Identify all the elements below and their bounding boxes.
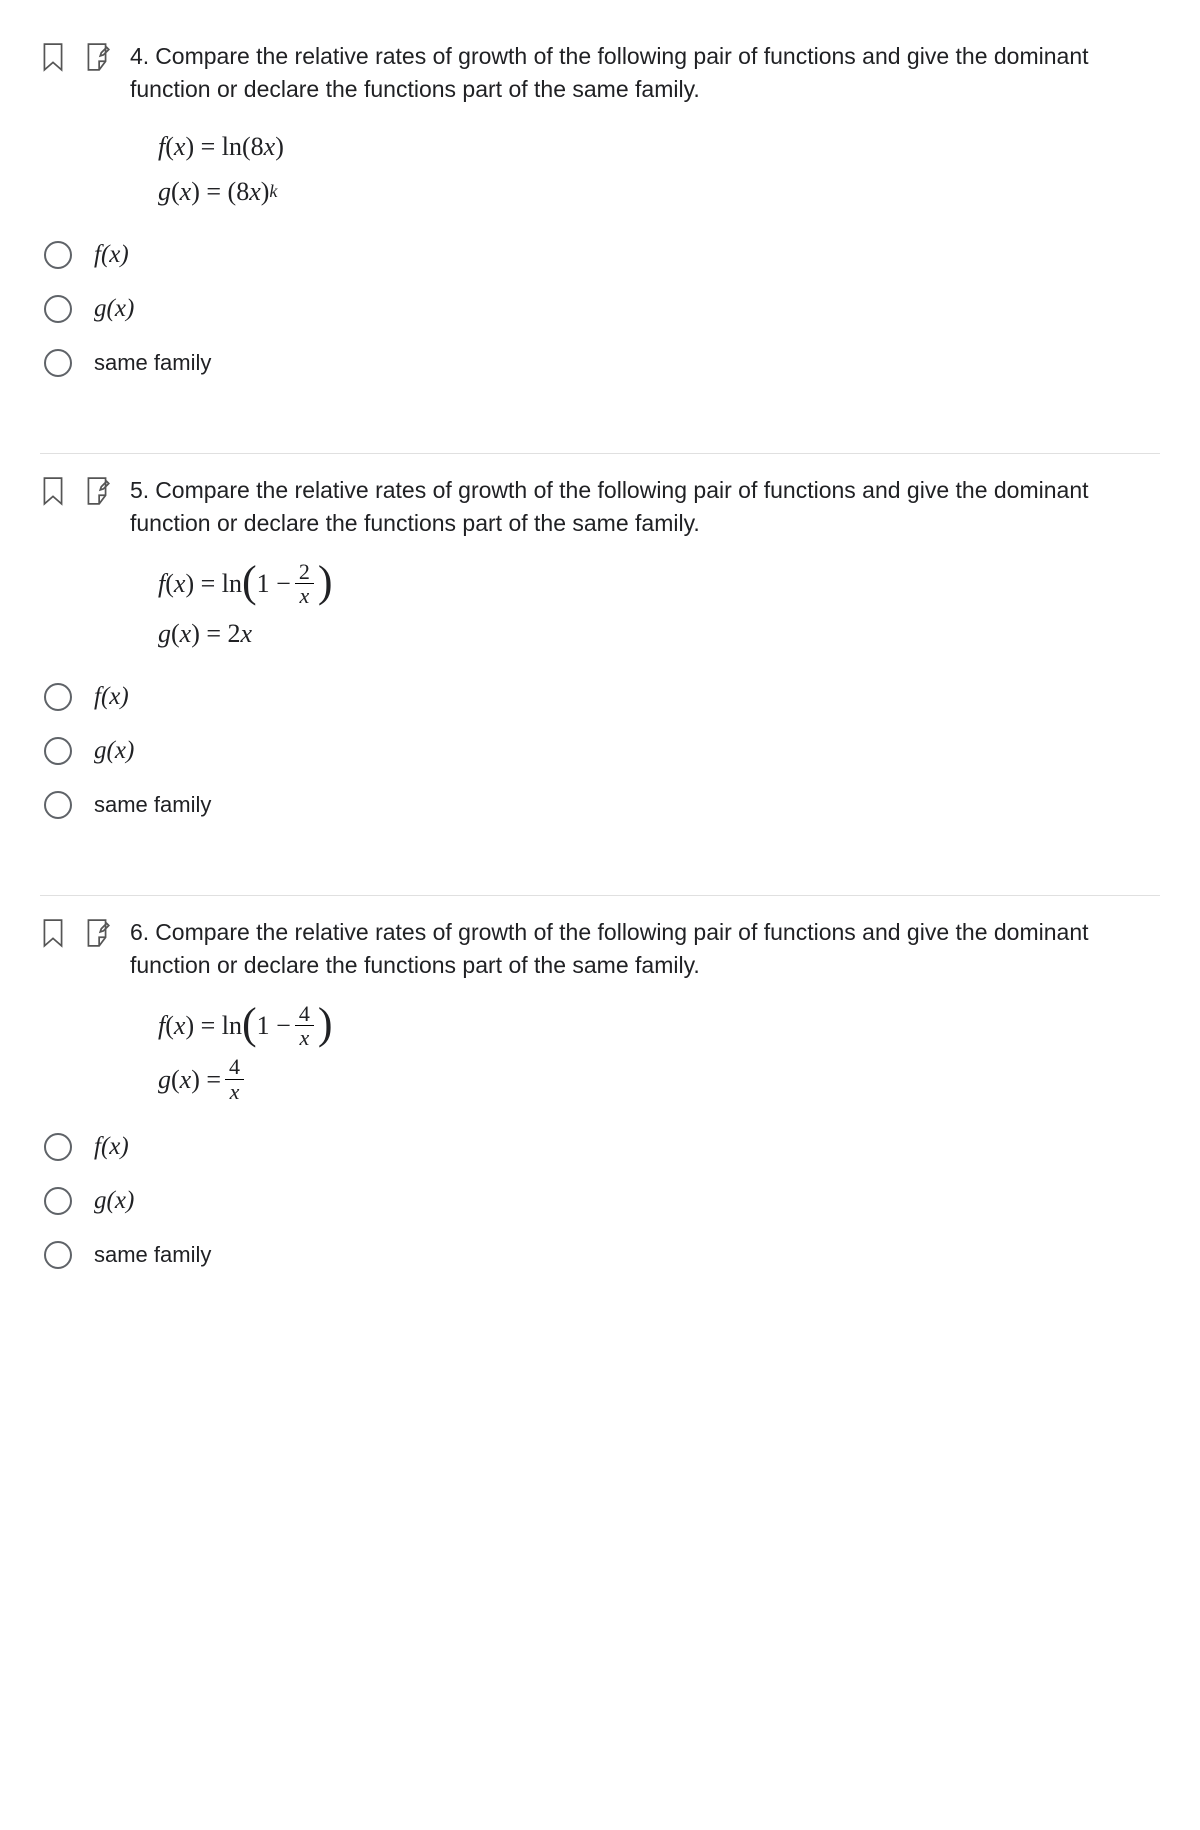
question-number: 5.: [130, 477, 149, 503]
option[interactable]: f(x): [44, 683, 1160, 711]
radio-button[interactable]: [44, 683, 72, 711]
question-icons: [40, 474, 110, 512]
bookmark-icon[interactable]: [40, 476, 66, 512]
option[interactable]: same family: [44, 791, 1160, 819]
bookmark-icon[interactable]: [40, 918, 66, 954]
radio-button[interactable]: [44, 349, 72, 377]
note-icon[interactable]: [84, 42, 110, 78]
question-text: 4.Compare the relative rates of growth o…: [130, 40, 1160, 107]
option-label: f(x): [94, 683, 129, 711]
formula-block: f(x) = ln(8x)g(x) = (8x)k: [158, 127, 1160, 211]
question-prompt: Compare the relative rates of growth of …: [130, 477, 1089, 536]
question-prompt: Compare the relative rates of growth of …: [130, 43, 1089, 102]
question-block: 6.Compare the relative rates of growth o…: [40, 896, 1160, 1345]
options-group: f(x) g(x) same family: [44, 241, 1160, 377]
radio-button[interactable]: [44, 1133, 72, 1161]
question-header: 6.Compare the relative rates of growth o…: [40, 916, 1160, 983]
radio-button[interactable]: [44, 241, 72, 269]
question-header: 5.Compare the relative rates of growth o…: [40, 474, 1160, 541]
question-header: 4.Compare the relative rates of growth o…: [40, 40, 1160, 107]
option-label: f(x): [94, 1133, 129, 1161]
option-label: same family: [94, 792, 211, 818]
option[interactable]: same family: [44, 349, 1160, 377]
question-icons: [40, 916, 110, 954]
radio-button[interactable]: [44, 1187, 72, 1215]
radio-button[interactable]: [44, 737, 72, 765]
options-group: f(x) g(x) same family: [44, 683, 1160, 819]
question-number: 4.: [130, 43, 149, 69]
option[interactable]: f(x): [44, 241, 1160, 269]
option[interactable]: g(x): [44, 1187, 1160, 1215]
question-block: 5.Compare the relative rates of growth o…: [40, 454, 1160, 896]
note-icon[interactable]: [84, 918, 110, 954]
options-group: f(x) g(x) same family: [44, 1133, 1160, 1269]
bookmark-icon[interactable]: [40, 42, 66, 78]
question-text: 6.Compare the relative rates of growth o…: [130, 916, 1160, 983]
option-label: f(x): [94, 241, 129, 269]
option[interactable]: g(x): [44, 295, 1160, 323]
radio-button[interactable]: [44, 295, 72, 323]
question-number: 6.: [130, 919, 149, 945]
option-label: g(x): [94, 295, 134, 323]
option-label: g(x): [94, 737, 134, 765]
formula-block: f(x) = ln(1 − 2x)g(x) = 2x: [158, 560, 1160, 652]
formula-block: f(x) = ln(1 − 4x)g(x) = 4x: [158, 1002, 1160, 1102]
option-label: g(x): [94, 1187, 134, 1215]
question-text: 5.Compare the relative rates of growth o…: [130, 474, 1160, 541]
option[interactable]: g(x): [44, 737, 1160, 765]
question-block: 4.Compare the relative rates of growth o…: [40, 20, 1160, 454]
option-label: same family: [94, 1242, 211, 1268]
radio-button[interactable]: [44, 791, 72, 819]
radio-button[interactable]: [44, 1241, 72, 1269]
option-label: same family: [94, 350, 211, 376]
option[interactable]: f(x): [44, 1133, 1160, 1161]
question-prompt: Compare the relative rates of growth of …: [130, 919, 1089, 978]
note-icon[interactable]: [84, 476, 110, 512]
option[interactable]: same family: [44, 1241, 1160, 1269]
question-icons: [40, 40, 110, 78]
